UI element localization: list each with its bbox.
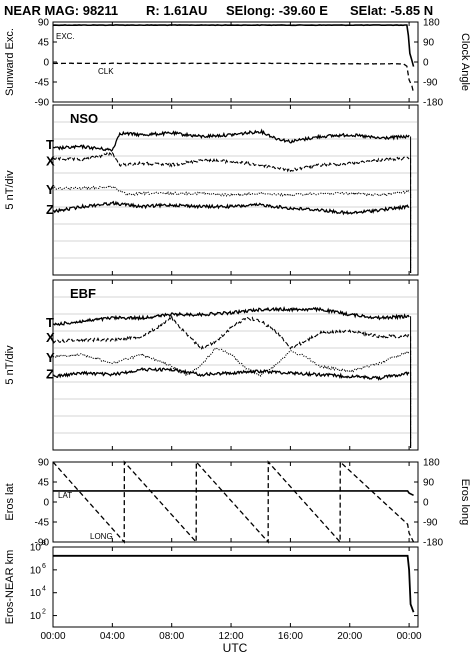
selat-label: SElat: -5.85 N <box>350 3 433 18</box>
y-tick-label: -45 <box>35 518 50 529</box>
ebf-ylabel: 5 nT/div <box>4 345 16 385</box>
y-right-tick-label: 0 <box>423 498 429 509</box>
component-label-Y: Y <box>46 182 55 197</box>
series-line-Z <box>52 200 410 216</box>
component-label-X: X <box>46 330 55 345</box>
series-line-clk <box>52 62 415 94</box>
time-tick-label: 08:00 <box>159 631 184 642</box>
component-label-Y: Y <box>46 350 55 365</box>
exc-annotation: EXC. <box>56 32 75 41</box>
component-label-Z: Z <box>46 367 54 382</box>
y-tick-exponent: 6 <box>42 563 46 570</box>
y-right-tick-label: -90 <box>423 518 438 529</box>
ebf-panel-frame <box>52 279 419 451</box>
time-tick-label: 12:00 <box>219 631 244 642</box>
nso-ylabel: 5 nT/div <box>4 170 16 210</box>
y-tick-exponent: 8 <box>42 540 46 547</box>
series-line-T <box>52 305 410 327</box>
series-line-long <box>52 460 415 544</box>
series-line-X <box>52 151 410 173</box>
nso-gridlines <box>54 121 417 259</box>
sunward-ylabel: Sunward Exc. <box>4 28 16 96</box>
y-tick-label: 0 <box>43 58 49 69</box>
eros-long-ylabel: Eros long <box>459 479 471 525</box>
nso-panel-label: NSO <box>70 111 98 126</box>
clk-annotation: CLK <box>98 67 114 76</box>
y-tick-label: 90 <box>38 18 50 29</box>
y-tick-label: 10 <box>30 588 42 599</box>
distance-panel-frame <box>52 546 419 628</box>
series-line-exc <box>52 24 415 67</box>
distance-ylabel: Eros-NEAR km <box>4 550 16 625</box>
y-tick-label: -45 <box>35 78 50 89</box>
data-series <box>52 24 415 613</box>
y-right-tick-label: -180 <box>423 98 443 109</box>
ebf-panel-label: EBF <box>70 286 96 301</box>
y-tick-label: 45 <box>38 478 50 489</box>
series-line-Y <box>52 347 410 377</box>
y-right-tick-label: 0 <box>423 58 429 69</box>
y-right-tick-label: 180 <box>423 18 440 29</box>
x-axis-label: UTC <box>223 641 248 655</box>
series-line-Y <box>52 184 410 198</box>
component-label-Z: Z <box>46 202 54 217</box>
y-tick-exponent: 2 <box>42 609 46 616</box>
nso-panel-frame <box>52 104 419 276</box>
time-tick-label: 04:00 <box>100 631 125 642</box>
distance-label: R: 1.61AU <box>146 3 207 18</box>
component-label-T: T <box>46 315 54 330</box>
time-tick-label: 00:00 <box>40 631 65 642</box>
eros-panel-frame <box>52 461 419 543</box>
component-label-X: X <box>46 154 55 169</box>
sunward-panel-frame <box>52 21 419 103</box>
long-annotation: LONG <box>90 532 113 541</box>
y-tick-label: -90 <box>35 98 50 109</box>
component-label-T: T <box>46 137 54 152</box>
selong-label: SElong: -39.60 E <box>226 3 328 18</box>
time-tick-label: 16:00 <box>278 631 303 642</box>
eros-lat-ylabel: Eros lat <box>4 483 16 520</box>
y-right-tick-label: 90 <box>423 478 435 489</box>
y-tick-label: 90 <box>38 458 50 469</box>
y-tick-label: 0 <box>43 498 49 509</box>
time-tick-label: 20:00 <box>337 631 362 642</box>
y-right-tick-label: 90 <box>423 38 435 49</box>
y-tick-label: 10 <box>30 543 42 554</box>
mission-label: NEAR MAG: 98211 <box>4 3 118 18</box>
lat-annotation: LAT <box>58 491 72 500</box>
y-right-tick-label: -180 <box>423 538 443 549</box>
series-line-dist <box>53 554 415 613</box>
series-line-lat <box>53 490 414 497</box>
y-right-tick-label: -90 <box>423 78 438 89</box>
series-line-T <box>52 128 410 152</box>
y-tick-exponent: 4 <box>42 586 46 593</box>
y-tick-label: 10 <box>30 611 42 622</box>
y-right-tick-label: 180 <box>423 458 440 469</box>
series-line-Z <box>52 367 410 381</box>
header: NEAR MAG: 98211 R: 1.61AU SElong: -39.60… <box>4 3 433 18</box>
y-tick-label: 10 <box>30 565 42 576</box>
time-tick-label: 00:00 <box>397 631 422 642</box>
y-tick-label: -90 <box>35 538 50 549</box>
y-tick-label: 45 <box>38 38 50 49</box>
clock-angle-ylabel: Clock Angle <box>459 33 471 91</box>
axis-ticks: 00:00 04:00 08:00 12:00 16:00 20:00 00:00 90 180… <box>30 18 444 643</box>
series-line-X <box>52 314 410 351</box>
